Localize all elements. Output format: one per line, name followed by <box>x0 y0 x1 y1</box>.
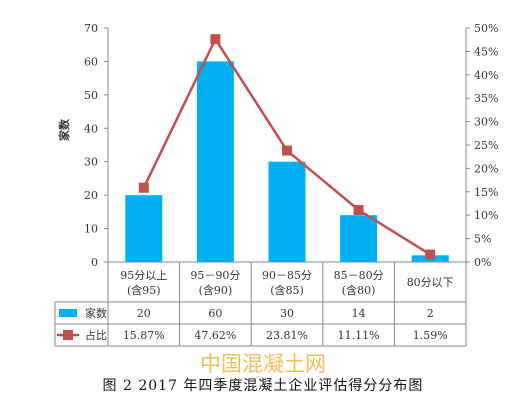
y-tick-label-left: 30 <box>84 156 98 169</box>
x-tick-label: (含85) <box>270 283 304 297</box>
share-value-label: 1.59% <box>413 329 448 342</box>
bar <box>125 195 163 262</box>
y-tick-label-right: 15% <box>474 186 498 199</box>
share-value-label: 47.62% <box>194 329 236 342</box>
legend-swatch-bar <box>59 309 77 317</box>
y-tick-label-left: 60 <box>84 55 98 68</box>
bar-value-label: 14 <box>352 307 366 320</box>
share-point <box>353 205 364 216</box>
x-tick-label: (含80) <box>342 283 376 297</box>
watermark-text: 中国混凝土网 <box>200 352 326 376</box>
line-series <box>138 34 436 260</box>
y-tick-label-right: 45% <box>474 45 498 58</box>
y-tick-label-right: 35% <box>474 92 498 105</box>
share-value-label: 15.87% <box>123 329 165 342</box>
bar-value-label: 60 <box>208 307 222 320</box>
y-axis-label: 家数 <box>57 118 71 141</box>
chart-axes: 0 10 20 30 40 50 60 70 0% 5% 10% 15% 20% 25% 30% 35% 40%… <box>84 22 498 302</box>
y-tick-label-left: 70 <box>84 22 98 35</box>
share-point <box>138 182 149 193</box>
share-point <box>282 145 292 156</box>
x-tick-label: (含95) <box>127 283 161 297</box>
bar <box>340 215 378 262</box>
bar <box>268 161 306 262</box>
y-tick-label-left: 10 <box>84 223 98 236</box>
x-tick-label: (含90) <box>199 283 233 297</box>
y-tick-label-left: 20 <box>84 189 98 202</box>
x-tick-label: 95－90分 <box>190 269 240 282</box>
y-tick-label-right: 20% <box>474 162 498 175</box>
bar-value-label: 2 <box>427 307 434 320</box>
y-tick-label-right: 5% <box>474 233 491 246</box>
y-tick-label-right: 10% <box>474 209 498 222</box>
y-tick-label-right: 40% <box>474 69 498 82</box>
y-tick-label-left: 0 <box>91 256 98 269</box>
share-value-label: 11.11% <box>338 329 380 342</box>
x-tick-label: 80分以下 <box>407 276 454 289</box>
legend-label-bar: 家数 <box>85 306 107 320</box>
legend-swatch-marker <box>63 330 73 340</box>
x-tick-label: 85－80分 <box>334 269 384 282</box>
bar-value-label: 20 <box>137 307 151 320</box>
legend-label-line: 占比 <box>85 328 107 342</box>
y-tick-label-left: 40 <box>84 122 98 135</box>
y-tick-label-left: 50 <box>84 89 98 102</box>
y-tick-label-right: 50% <box>474 22 498 35</box>
y-tick-label-right: 25% <box>474 139 498 152</box>
x-tick-label: 90－85分 <box>262 269 312 282</box>
share-value-label: 23.81% <box>266 329 308 342</box>
y-tick-label-right: 30% <box>474 116 498 129</box>
bar-series <box>125 61 449 262</box>
x-tick-label: 95分以上 <box>120 269 167 282</box>
share-point <box>425 249 436 260</box>
bar-value-label: 30 <box>280 307 294 320</box>
bar <box>196 61 234 262</box>
figure-caption: 图 2 2017 年四季度混凝土企业评估得分分布图 <box>102 378 424 394</box>
y-tick-label-right: 0% <box>474 256 491 269</box>
share-point <box>210 34 221 45</box>
